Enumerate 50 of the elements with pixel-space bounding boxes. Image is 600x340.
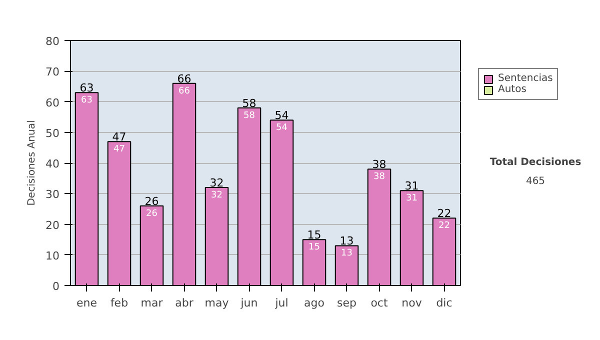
total-label: 66 <box>177 72 192 86</box>
data-label: 31 <box>406 194 418 204</box>
data-label: 63 <box>81 96 92 106</box>
data-label: 58 <box>244 110 256 121</box>
x-tick-label: mar <box>140 296 164 310</box>
x-tick-label: nov <box>402 296 422 310</box>
data-label: 15 <box>308 242 320 253</box>
x-tick-label: jul <box>274 296 288 310</box>
x-tick-label: jun <box>240 296 258 310</box>
x-tick-label: sep <box>337 296 357 310</box>
y-axis-title: Decisiones Anual <box>26 120 38 206</box>
total-label: 63 <box>80 82 94 95</box>
text: 465 <box>526 176 546 187</box>
data-label: 54 <box>276 123 288 134</box>
total-label: 47 <box>112 130 126 144</box>
data-label: 26 <box>146 208 158 219</box>
total-label: 31 <box>404 180 419 193</box>
y-tick-label: 10 <box>46 249 60 262</box>
y-tick-label: 40 <box>46 158 60 170</box>
total-label: 54 <box>274 109 289 122</box>
total-label: 26 <box>144 194 159 208</box>
total-label: 15 <box>307 228 322 242</box>
y-tick-label: 20 <box>46 218 60 232</box>
text: Total Decisiones <box>490 156 582 168</box>
data-label: 47 <box>114 144 125 155</box>
data-label: 66 <box>178 86 190 96</box>
y-tick-label: 30 <box>46 188 60 202</box>
total-label: 58 <box>242 96 256 110</box>
total-label: 38 <box>372 158 386 172</box>
y-tick-label: 80 <box>46 35 60 48</box>
total-label: 22 <box>437 207 452 220</box>
x-tick-label: may <box>204 296 230 310</box>
x-tick-label: feb <box>110 296 128 310</box>
y-tick-label: 60 <box>46 96 60 110</box>
x-tick-label: ago <box>304 296 325 310</box>
x-tick-label: abr <box>175 296 194 310</box>
data-label: 32 <box>211 190 222 200</box>
total-label: 13 <box>340 234 354 248</box>
x-tick-label: oct <box>370 296 388 310</box>
x-tick-label: dic <box>436 296 452 310</box>
legend-label: Sentencias <box>498 73 553 84</box>
legend-label: Autos <box>498 84 526 95</box>
x-tick-label: ene <box>76 296 98 310</box>
total-label: 32 <box>210 176 224 190</box>
data-label: 38 <box>374 172 386 182</box>
y-tick-label: 50 <box>46 126 60 140</box>
y-tick-label: 0 <box>52 280 60 293</box>
y-tick-label: 70 <box>46 66 60 79</box>
data-label: 22 <box>438 221 450 232</box>
data-label: 13 <box>341 248 352 259</box>
